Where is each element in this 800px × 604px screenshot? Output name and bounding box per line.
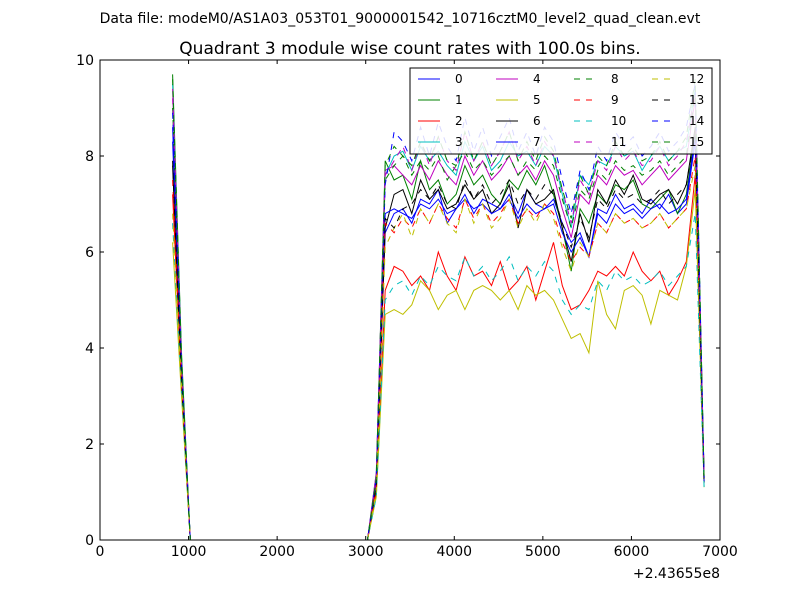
x-offset-label: +2.43655e8 [633, 566, 720, 582]
x-tick-label: 3000 [348, 544, 384, 560]
plot-frame [99, 59, 721, 541]
x-tick-label: 6000 [614, 544, 650, 560]
legend-label-5: 5 [533, 93, 541, 107]
x-tick-label: 5000 [525, 544, 561, 560]
legend-label-3: 3 [455, 135, 463, 149]
legend-label-8: 8 [611, 72, 619, 86]
series-line-6 [172, 127, 705, 540]
series-line-1 [172, 74, 705, 540]
legend-label-4: 4 [533, 72, 541, 86]
legend-label-12: 12 [689, 72, 704, 86]
series-line-5 [172, 189, 705, 540]
legend-label-14: 14 [689, 114, 704, 128]
series-line-4 [172, 88, 705, 540]
chart-title: Quadrant 3 module wise count rates with … [179, 39, 640, 59]
legend-box [409, 67, 713, 155]
y-tick-label: 8 [85, 149, 94, 165]
legend-label-15: 15 [689, 135, 704, 149]
legend-label-1: 1 [455, 93, 463, 107]
suptitle: Data file: modeM0/AS1A03_053T01_90000015… [100, 11, 701, 27]
legend-label-2: 2 [455, 114, 463, 128]
y-tick-label: 10 [76, 53, 94, 69]
x-tick-label: 1000 [171, 544, 207, 560]
series-line-2 [172, 175, 705, 540]
legend-label-6: 6 [533, 114, 541, 128]
x-tick-label: 0 [96, 544, 105, 560]
series-line-12 [172, 165, 705, 540]
y-tick-label: 4 [85, 341, 94, 357]
legend-label-7: 7 [533, 135, 541, 149]
legend-label-9: 9 [611, 93, 619, 107]
legend-label-11: 11 [611, 135, 626, 149]
y-tick-label: 6 [85, 245, 94, 261]
x-tick-label: 2000 [259, 544, 295, 560]
series-line-7 [172, 127, 705, 540]
y-tick-label: 2 [85, 437, 94, 453]
series-line-8 [172, 93, 705, 540]
x-tick-label: 4000 [436, 544, 472, 560]
legend-label-10: 10 [611, 114, 626, 128]
legend-label-13: 13 [689, 93, 704, 107]
x-tick-label: 7000 [702, 544, 738, 560]
legend-label-0: 0 [455, 72, 463, 86]
y-tick-label: 0 [85, 533, 94, 549]
